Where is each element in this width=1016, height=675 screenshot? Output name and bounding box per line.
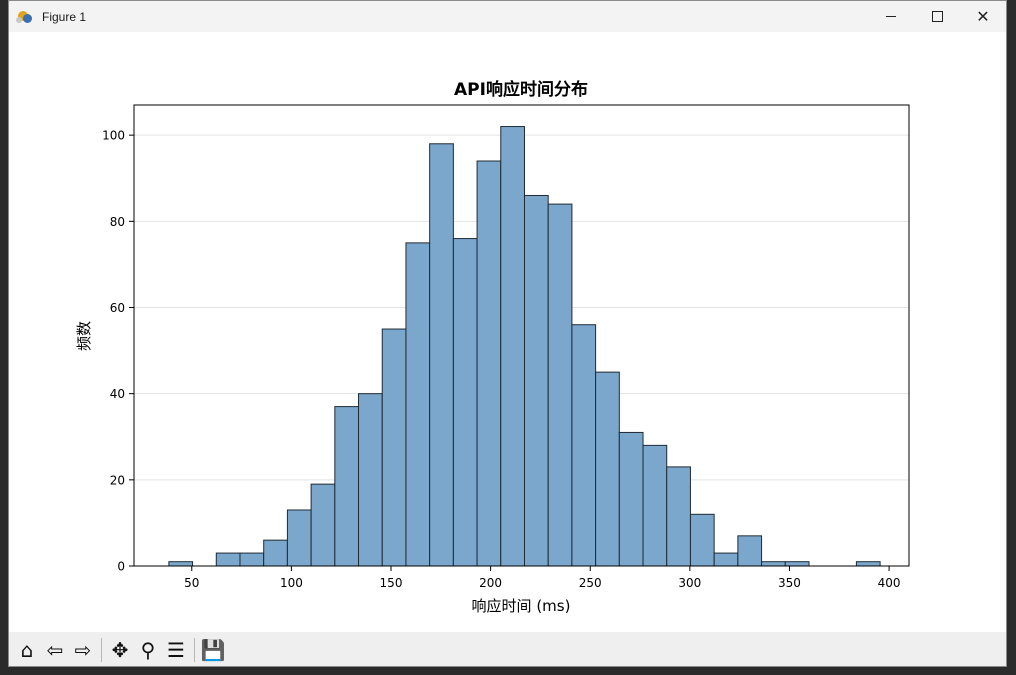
y-tick-label: 60: [110, 301, 125, 315]
histogram-bar: [666, 466, 691, 567]
configure-subplots-button[interactable]: ☰: [162, 636, 190, 664]
histogram-bar: [168, 561, 194, 567]
x-axis-label: 响应时间 (ms): [472, 597, 571, 615]
window-title: Figure 1: [42, 9, 87, 24]
histogram-bar: [452, 238, 478, 567]
minimize-button[interactable]: [868, 1, 914, 32]
histogram-chart: 50 100 150 200 250 300 350 400 0 20 40 60 80 100 API…: [75, 79, 910, 615]
zoom-icon: ⚲: [140, 638, 156, 662]
histogram-bar: [476, 160, 502, 567]
y-tick-label: 0: [117, 560, 125, 574]
maximize-icon: [931, 11, 943, 22]
pan-icon: ✥: [111, 638, 129, 662]
histogram-bar: [429, 143, 454, 567]
back-button[interactable]: ⇦: [41, 636, 69, 664]
histogram-bar: [618, 431, 644, 567]
x-tick-label: 300: [678, 576, 701, 590]
histogram-bar: [689, 513, 715, 567]
y-tick-label: 40: [110, 387, 125, 401]
x-tick-label: 350: [778, 576, 801, 590]
x-tick-label: 200: [479, 576, 502, 590]
figure-canvas[interactable]: 50 100 150 200 250 300 350 400 0 20 40 60 80 100 API…: [9, 32, 1006, 632]
home-button[interactable]: ⌂: [13, 636, 41, 664]
chart-title: API响应时间分布: [454, 79, 588, 100]
histogram-bar: [784, 561, 810, 567]
histogram-bar: [239, 552, 265, 567]
histogram-bar: [215, 552, 241, 567]
forward-icon: ⇨: [74, 638, 92, 662]
maximize-button[interactable]: [914, 1, 960, 32]
close-button[interactable]: ✕: [960, 1, 1006, 32]
x-axis-ticks: 50 100 150 200 250 300 350 400: [184, 566, 901, 590]
x-tick-label: 400: [878, 576, 901, 590]
histogram-bar: [381, 328, 407, 567]
matplotlib-logo-icon: [16, 8, 34, 26]
y-axis-label: 频数: [75, 321, 93, 351]
histogram-bar: [263, 539, 288, 567]
histogram-bar: [855, 561, 881, 567]
histogram-bar: [642, 444, 668, 567]
histogram-bar: [310, 483, 336, 567]
home-icon: ⌂: [20, 638, 34, 662]
histogram-bar: [571, 324, 597, 567]
toolbar-separator: [194, 638, 195, 662]
back-icon: ⇦: [46, 638, 64, 662]
x-tick-label: 250: [579, 576, 602, 590]
zoom-button[interactable]: ⚲: [134, 636, 162, 664]
histogram-bar: [761, 561, 786, 567]
x-tick-label: 150: [380, 576, 403, 590]
histogram-bar: [286, 509, 312, 567]
axes-frame: [133, 104, 910, 567]
navigation-toolbar: ⌂ ⇦ ⇨ ✥ ⚲ ☰ 💾: [9, 632, 1006, 666]
x-tick-label: 50: [184, 576, 199, 590]
save-icon: 💾: [200, 638, 226, 662]
y-tick-label: 20: [110, 473, 125, 487]
histogram-bar: [713, 552, 739, 567]
histogram-bar: [523, 194, 549, 567]
pan-button[interactable]: ✥: [106, 636, 134, 664]
histogram-bar: [595, 371, 620, 567]
histogram-bar: [358, 393, 383, 567]
histogram-bar: [737, 535, 763, 567]
toolbar-separator: [101, 638, 102, 662]
y-axis-ticks: 0 20 40 60 80 100: [102, 129, 134, 574]
title-bar[interactable]: Figure 1 ✕: [9, 1, 1006, 32]
configure-subplots-icon: ☰: [167, 638, 185, 662]
minimize-icon: [886, 16, 896, 17]
window-controls: ✕: [868, 1, 1006, 32]
x-tick-label: 100: [280, 576, 303, 590]
close-icon: ✕: [976, 6, 990, 26]
histogram-bar: [547, 203, 573, 567]
y-tick-label: 100: [102, 129, 125, 143]
histogram-bar: [405, 242, 431, 567]
y-tick-label: 80: [110, 215, 125, 229]
histogram-bar: [500, 126, 525, 567]
forward-button[interactable]: ⇨: [69, 636, 97, 664]
save-button[interactable]: 💾: [199, 636, 227, 664]
bars: [168, 126, 881, 567]
histogram-bar: [334, 406, 360, 567]
figure-window: Figure 1 ✕ 50 100 150 200 250 300 350 400 0 20 40…: [8, 0, 1007, 667]
